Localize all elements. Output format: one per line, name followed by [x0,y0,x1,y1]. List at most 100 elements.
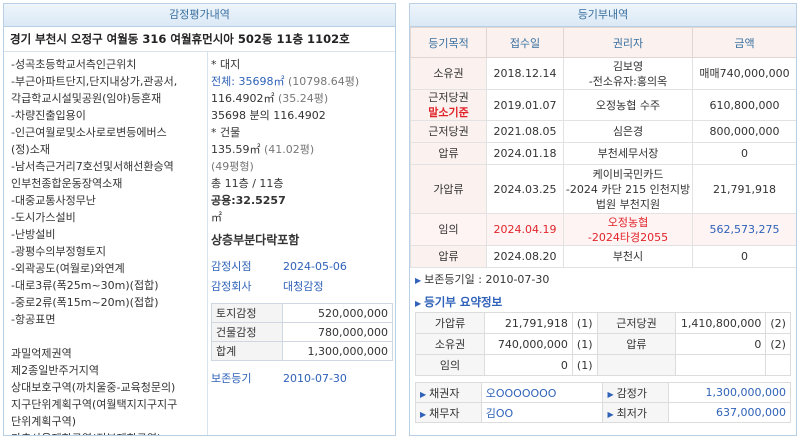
common-unit: ㎡ [211,211,222,224]
registry-holder: 케이비국민카드 [592,167,664,181]
registry-holder-cell: 오정농협 -2024타경2055 [563,213,693,246]
registry-row: 압류 2024.08.20 부천시 0 [410,245,796,268]
registry-holder: 부천시 [612,250,644,263]
registry-kind-cell: 임의 [410,213,487,246]
area-detail: * 대지 전체: 35698㎡ (10798.64평) 116.4902㎡ (3… [208,52,395,389]
building-area-line: 135.59㎡ (41.02평) [211,141,395,158]
bullet-arrow-icon: ▶ [607,389,614,399]
registry-panel: 등기부내역 등기목적 접수일 권리자 금액 소유권 2018.12.14 김보영 -전소유자… [409,3,797,436]
registry-kind: 임의 [438,223,459,236]
feature-item: 가축사육제한구역(전부제한구역) [11,430,207,435]
appraiser[interactable]: 대청감정 [283,280,324,293]
appraisal-date-label: 감정시점 [211,260,252,273]
amount-label: 건물감정 [211,322,283,342]
debtor: 김OO [480,402,604,423]
column-divider [207,52,208,435]
amount-row: 토지감정 520,000,000 [211,303,393,323]
case-info-row: ▶ 채권자 오OOOOOOO ▶ 감정가 1,300,000,000 [415,382,791,403]
registry-kind: 근저당권 [428,125,469,138]
case-info-row: ▶ 채무자 김OO ▶ 최저가 637,000,000 [415,402,791,423]
min-price-label: 최저가 [616,406,647,420]
land-ratio: 35698 분의 116.4902 [211,109,326,122]
registry-kind-cell: 압류 [410,245,487,268]
summary-title-line: ▶ 등기부 요약정보 [410,292,796,312]
amount-value: 520,000,000 [282,303,393,323]
registry-amount: 800,000,000 [692,120,796,143]
land-share-line: 116.4902㎡ (35.24평) [211,90,395,107]
registry-kind: 근저당권 [428,91,469,104]
appraiser-label: 감정회사 [211,280,252,293]
location-features: -성곡초등학교서측인근위치 -부근아파트단지,단지내상가,관공서, 각급학교시설및공… [11,56,207,328]
registry-table: 등기목적 접수일 권리자 금액 소유권 2018.12.14 김보영 -전소유자:홍의옥 매매… [410,27,796,268]
registry-amount: 610,800,000 [692,89,796,121]
summary-count: (1) [571,333,598,355]
summary-row: 소유권 740,000,000 (1) 압류 0 (2) [414,333,791,355]
preserve-note-line: ▶ 보존등기일 : 2010-07-30 [410,268,796,292]
registry-holder-cell: 심은경 [563,120,693,143]
appraisal-date: 2024-05-06 [283,260,347,273]
feature-item: 단위계획구역) [11,415,77,428]
summary-value: 1,410,800,000 [675,312,767,334]
min-price-label-cell: ▶ 최저가 [602,402,670,423]
building-label: * 건물 [211,126,241,139]
land-total-pyeong: (10798.64평) [287,75,360,88]
registry-holder-cell: 오정농협 수주 [563,89,693,121]
amount-value: 780,000,000 [282,322,393,342]
feature-item: -중로2류(폭15m~20m)(접합) [11,296,159,309]
common-label: 공용: [211,194,236,207]
amount-label: 토지감정 [211,303,283,323]
appraisal-price-label: 감정가 [616,386,647,400]
summary-value: 0 [484,354,573,376]
feature-item: -난방설비 [11,228,56,241]
bullet-arrow-icon: ▶ [415,276,422,285]
feature-item: 상대보호구역(까치울중-교육청문의) [11,381,176,394]
registry-holder-cell: 부천시 [563,245,693,268]
feature-item: 과밀억제권역 [11,347,72,360]
summary-label: 압류 [596,333,677,355]
feature-item: (정)소재 [11,143,50,156]
summary-title: 등기부 요약정보 [424,295,503,309]
registry-kind-cell: 근저당권 [410,120,487,143]
registry-kind: 가압류 [433,182,464,196]
summary-value: 0 [675,333,767,355]
appraiser-row: 감정회사 대청감정 [211,277,395,297]
building-area: 135.59㎡ [211,143,261,156]
feature-item: -대로3류(폭25m~30m)(접합) [11,279,159,292]
column-header: 등기목적 [410,27,487,58]
feature-item: -부근아파트단지,단지내상가,관공서, [11,75,178,88]
registry-holder-cell: 부천세무서장 [563,142,693,165]
feature-item: -도시가스설비 [11,211,76,224]
feature-item: -성곡초등학교서측인근위치 [11,58,137,71]
amount-row: 합계 1,300,000,000 [211,341,393,361]
registry-holder-note: 법원 부천지원 [595,197,661,211]
registry-header: 등기부내역 [410,4,796,27]
summary-label: 가압류 [414,312,486,334]
registry-holder: 오정농협 수주 [595,98,661,112]
registry-kind-cell: 근저당권 말소기준 [410,89,487,121]
summary-label: 근저당권 [596,312,677,334]
summary-label: 소유권 [414,333,486,355]
summary-value: 21,791,918 [484,312,573,334]
summary-count: (1) [571,354,598,376]
preserve-label: 보존등기 [211,372,252,385]
registry-amount: 매매740,000,000 [692,57,796,90]
appraisal-price: 1,300,000,000 [668,382,791,403]
registry-row: 압류 2024.01.18 부천세무서장 0 [410,142,796,165]
feature-list: -성곡초등학교서측인근위치 -부근아파트단지,단지내상가,관공서, 각급학교시설및공… [4,52,207,435]
registry-kind-cell: 압류 [410,142,487,165]
summary-value [675,354,767,376]
registry-date: 2024.03.25 [486,164,564,214]
feature-item: 제2종일반주거지역 [11,364,99,377]
debtor-label-cell: ▶ 채무자 [415,402,482,423]
min-price: 637,000,000 [668,402,791,423]
creditor-label-cell: ▶ 채권자 [415,382,482,403]
registry-date: 2024.01.18 [486,142,564,165]
registry-kind-cell: 소유권 [410,57,487,90]
registry-amount: 0 [692,245,796,268]
common-area-line: 공용:32.5257 [211,192,395,209]
land-share: 116.4902㎡ [211,92,275,105]
zoning-features: 과밀억제권역 제2종일반주거지역 상대보호구역(까치울중-교육청문의) 지구단위계획구… [11,345,207,435]
shared-flag: 상층부분다락포함 [211,233,300,247]
amount-row: 건물감정 780,000,000 [211,322,393,342]
bullet-arrow-icon: ▶ [415,299,422,308]
